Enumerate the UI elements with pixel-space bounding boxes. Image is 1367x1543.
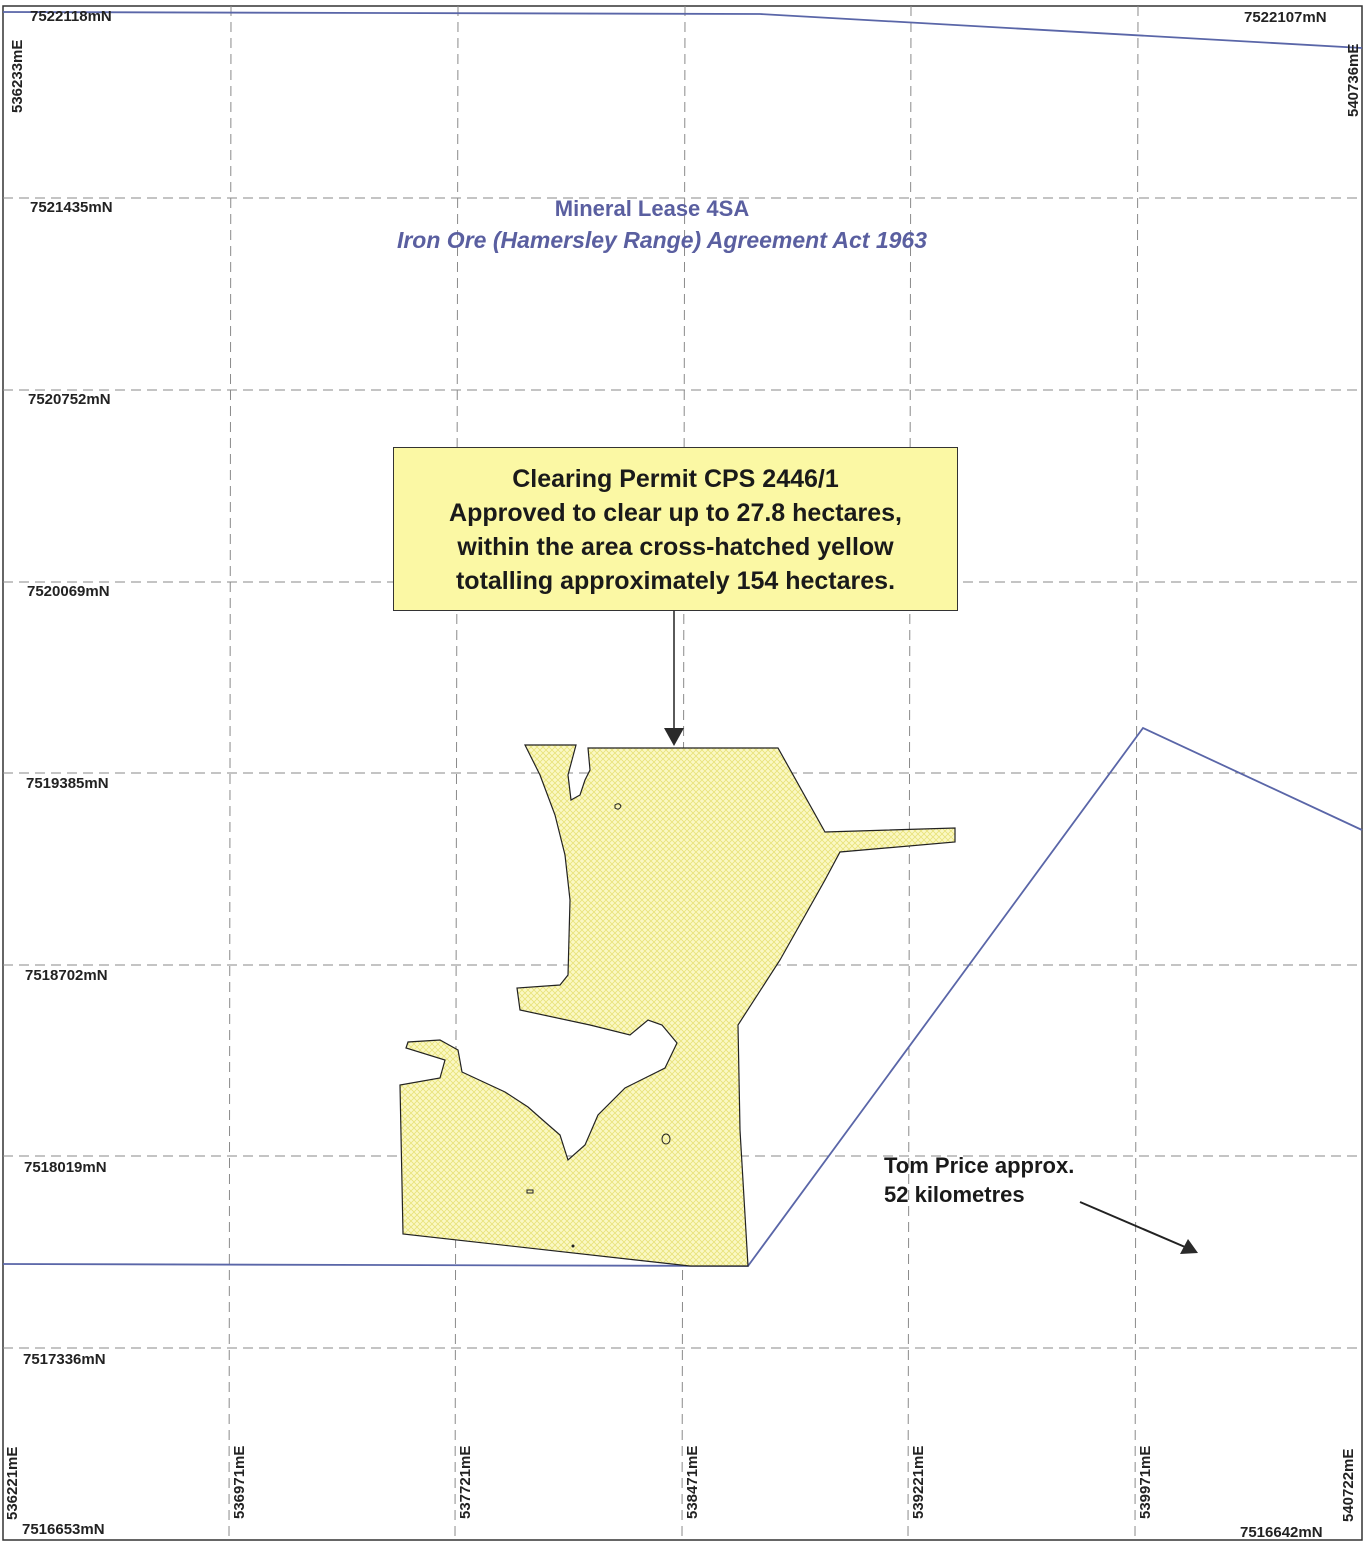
northing-label: 7519385mN bbox=[26, 775, 109, 792]
clearing-feature-3 bbox=[526, 1189, 534, 1194]
corner-top-left-easting: 536233mE bbox=[9, 39, 26, 113]
northing-label: 7518702mN bbox=[25, 967, 108, 984]
corner-top-right-easting: 540736mE bbox=[1345, 43, 1362, 117]
permit-line-2: Approved to clear up to 27.8 hectares, bbox=[449, 499, 902, 527]
easting-label: 538471mE bbox=[684, 1445, 701, 1519]
clearing-feature-4 bbox=[571, 1244, 575, 1248]
northing-label: 7520752mN bbox=[28, 391, 111, 408]
corner-top-right-northing: 7522107mN bbox=[1244, 9, 1327, 26]
clearing-area bbox=[399, 744, 956, 1267]
permit-line-1: Clearing Permit CPS 2446/1 bbox=[512, 465, 839, 493]
map-subtitle: Iron Ore (Hamersley Range) Agreement Act… bbox=[396, 227, 928, 253]
clearing-permit-label: Clearing Permit CPS 2446/1 Approved to c… bbox=[393, 447, 958, 611]
northing-label: 7520069mN bbox=[27, 583, 110, 600]
tom-price-arrow-head bbox=[1180, 1239, 1198, 1254]
tom-price-note: Tom Price approx. 52 kilometres bbox=[884, 1151, 1074, 1209]
corner-bottom-right-easting: 540722mE bbox=[1340, 1448, 1357, 1522]
northing-label: 7517336mN bbox=[23, 1351, 106, 1368]
map-title: Mineral Lease 4SA bbox=[554, 196, 750, 221]
easting-label: 537721mE bbox=[457, 1445, 474, 1519]
corner-bottom-left-northing: 7516653mN bbox=[22, 1521, 105, 1538]
corner-bottom-left-easting: 536221mE bbox=[4, 1446, 21, 1520]
lease-boundary-south bbox=[2, 726, 1363, 1267]
permit-arrow-head bbox=[664, 728, 684, 746]
clearing-feature-2 bbox=[661, 1133, 671, 1145]
tom-price-note-line-1: Tom Price approx. bbox=[884, 1153, 1075, 1178]
northing-label: 7521435mN bbox=[30, 199, 113, 216]
northing-label: 7518019mN bbox=[24, 1159, 107, 1176]
corner-top-left-northing: 7522118mN bbox=[30, 8, 112, 25]
tom-price-note-line-2: 52 kilometres bbox=[884, 1182, 1025, 1207]
tom-price-arrow-shaft bbox=[1079, 1201, 1186, 1248]
clearing-feature-1 bbox=[614, 803, 622, 810]
lease-boundary-top bbox=[2, 11, 1363, 49]
corner-bottom-right-northing: 7516642mN bbox=[1240, 1524, 1323, 1541]
easting-label: 539971mE bbox=[1137, 1445, 1154, 1519]
permit-line-3: within the area cross-hatched yellow bbox=[457, 533, 894, 561]
permit-line-4: totalling approximately 154 hectares. bbox=[455, 567, 896, 595]
easting-label: 536971mE bbox=[231, 1445, 248, 1519]
easting-label: 539221mE bbox=[910, 1445, 927, 1519]
